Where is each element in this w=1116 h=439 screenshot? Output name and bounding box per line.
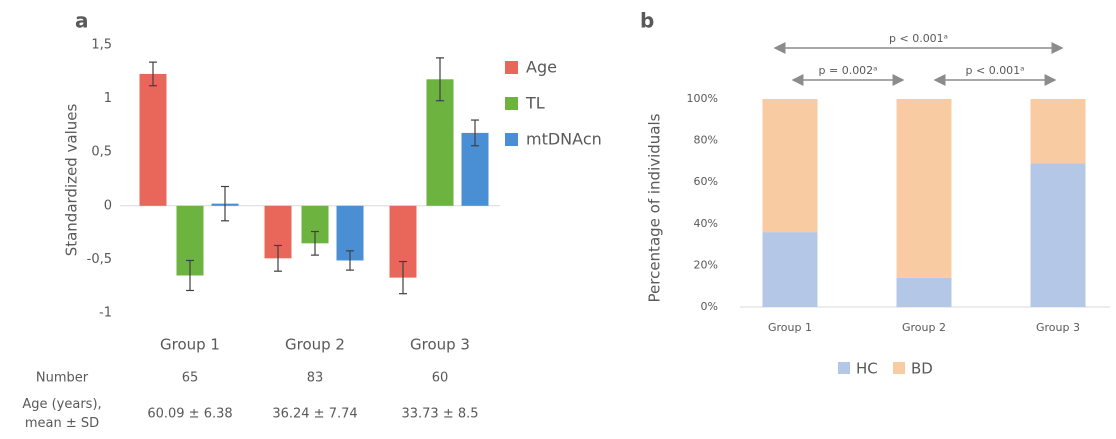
y-tick-label: 40% (694, 217, 718, 230)
row-label: Age (years), (22, 397, 101, 412)
y-tick-label: 1,5 (91, 38, 112, 53)
error-bar (399, 260, 407, 295)
error-bar (274, 244, 282, 272)
significance-label: p < 0.001ᵃ (966, 64, 1025, 77)
legend-label: TL (525, 94, 545, 113)
legend-swatch (505, 61, 518, 74)
x-tick-label: Group 1 (768, 321, 812, 334)
table-cell: 33.73 ± 8.5 (401, 407, 478, 422)
legend-label: mtDNAcn (526, 130, 602, 149)
row-label: Number (36, 371, 89, 386)
x-tick-label: Group 1 (160, 336, 220, 354)
error-bar (149, 61, 157, 87)
y-tick-label: 0 (104, 198, 112, 213)
y-tick-label: 1 (104, 91, 112, 106)
y-tick-label: 0,5 (91, 145, 112, 160)
y-tick-label: -0,5 (87, 252, 112, 267)
x-tick-label: Group 3 (1036, 321, 1080, 334)
bar-segment (1030, 163, 1086, 307)
bar-segment (762, 99, 818, 233)
legend-label: BD (911, 360, 933, 378)
y-tick-label: 80% (694, 134, 718, 147)
bar-segment (1030, 99, 1086, 164)
y-tick-label: 0% (701, 300, 718, 313)
x-tick-label: Group 3 (410, 336, 470, 354)
y-tick-label: -1 (99, 306, 112, 321)
significance-label: p = 0.002ᵃ (819, 64, 878, 77)
bar (139, 73, 167, 206)
y-tick-label: 20% (694, 258, 718, 271)
legend-swatch (838, 362, 850, 374)
table-cell: 83 (307, 371, 324, 386)
bar-segment (762, 232, 818, 307)
panel-label: a (75, 9, 89, 33)
error-bar (186, 259, 194, 292)
legend-swatch (893, 362, 905, 374)
legend-label: Age (526, 58, 557, 77)
bar-segment (896, 277, 952, 307)
error-bar (346, 250, 354, 271)
x-tick-label: Group 2 (902, 321, 946, 334)
y-tick-label: 100% (687, 92, 718, 105)
legend-label: HC (856, 360, 878, 378)
legend-swatch (505, 133, 518, 146)
error-bar (436, 57, 444, 102)
error-bar (471, 119, 479, 147)
y-tick-label: 60% (694, 175, 718, 188)
y-axis-label: Percentage of individuals (646, 113, 664, 302)
table-cell: 36.24 ± 7.74 (272, 407, 357, 422)
y-axis-label: Standardized values (63, 104, 81, 257)
table-cell: 60.09 ± 6.38 (147, 407, 232, 422)
table-cell: 60 (432, 371, 449, 386)
legend-swatch (505, 97, 518, 110)
error-bar (221, 185, 229, 222)
row-label: mean ± SD (25, 416, 99, 431)
panel-label: b (640, 9, 654, 33)
significance-label: p < 0.001ᵃ (889, 32, 948, 45)
table-cell: 65 (182, 371, 199, 386)
bar-segment (896, 99, 952, 278)
x-tick-label: Group 2 (285, 336, 345, 354)
error-bar (311, 230, 319, 256)
